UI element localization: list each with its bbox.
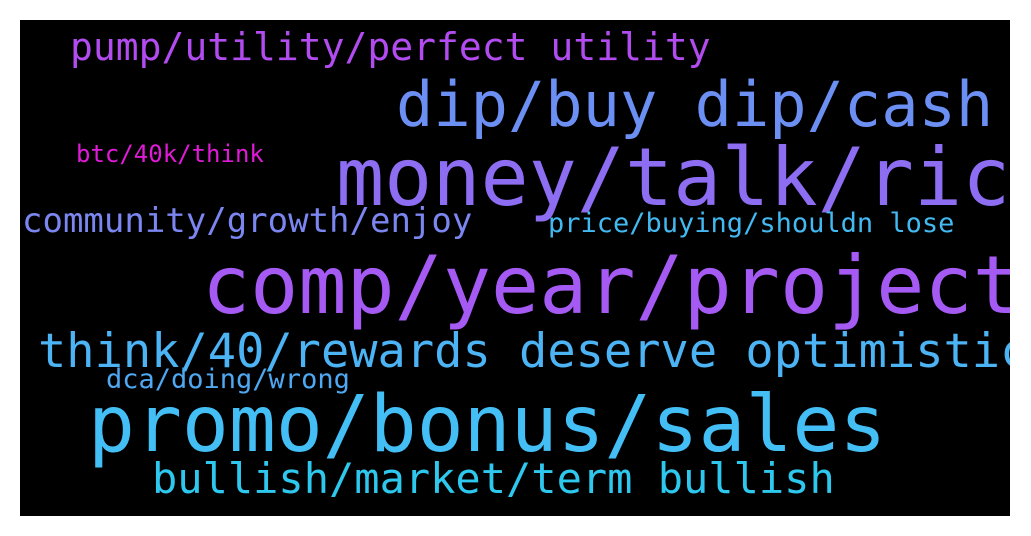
word-dca: dca/doing/wrong — [106, 364, 350, 395]
word-pump: pump/utility/perfect utility — [70, 25, 711, 69]
word-community: community/growth/enjoy — [22, 201, 473, 241]
word-cloud: pump/utility/perfect utility dip/buy dip… — [20, 20, 1010, 516]
word-promo: promo/bonus/sales — [88, 380, 887, 470]
word-btc: btc/40k/think — [76, 140, 264, 168]
word-dip: dip/buy dip/cash — [396, 68, 994, 141]
word-price: price/buying/shouldn lose — [548, 208, 955, 239]
word-bullish: bullish/market/term bullish — [152, 454, 835, 503]
word-money: money/talk/rich — [336, 131, 1010, 224]
word-comp: comp/year/project — [202, 239, 1010, 332]
word-think: think/40/rewards deserve optimistic — [38, 324, 1010, 379]
